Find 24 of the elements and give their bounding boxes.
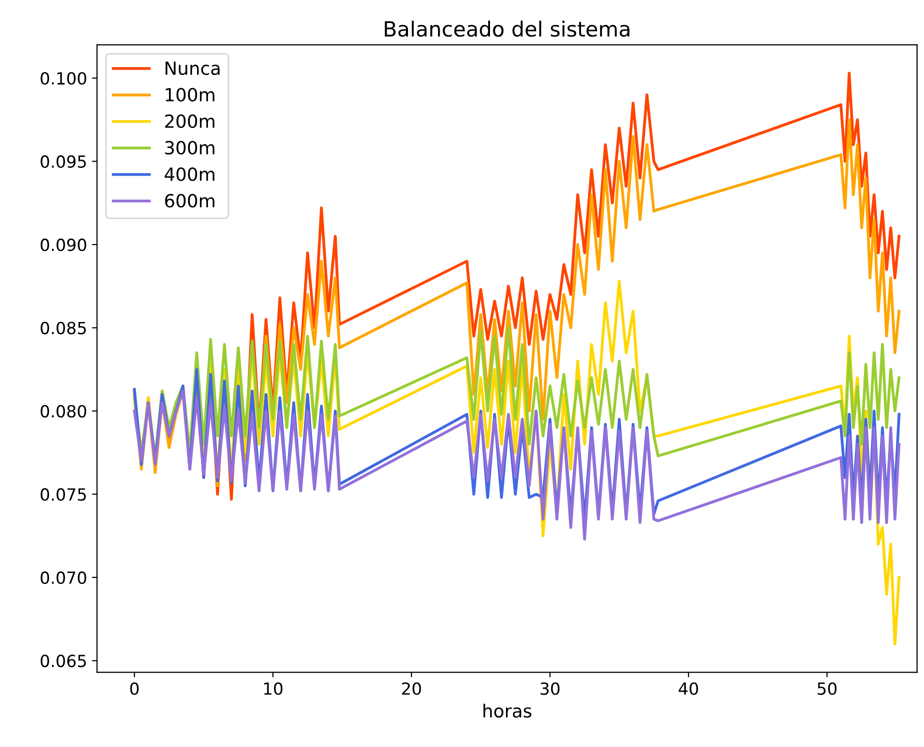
y-tick-label: 0.070: [40, 571, 86, 584]
x-tick-label: 50: [818, 682, 837, 695]
legend-label: 400m: [164, 167, 214, 182]
x-tick-label: 40: [678, 682, 698, 695]
x-tick-label: 30: [540, 682, 560, 695]
legend-label: Nunca: [166, 62, 220, 76]
legend-label: 100m: [166, 88, 214, 102]
x-tick-label: 20: [402, 682, 421, 695]
y-tick-label: 0.085: [40, 322, 86, 334]
y-tick-label: 0.065: [40, 654, 86, 668]
line-series: [133, 326, 900, 459]
y-tick-label: 0.090: [40, 238, 86, 252]
legend-label: 300m: [165, 140, 214, 155]
y-tick-label: 0.080: [40, 404, 86, 418]
line-series: [133, 390, 900, 541]
legend-label: 600m: [165, 194, 214, 208]
y-tick-label: 0.075: [40, 488, 86, 501]
x-tick-label: 0: [130, 682, 139, 695]
chart-title: Balanceado del sistema: [384, 20, 630, 37]
y-tick-label: 0.100: [40, 72, 86, 85]
y-tick-label: 0.095: [40, 155, 86, 168]
x-tick-label: 10: [264, 682, 282, 695]
legend-label: 200m: [165, 114, 214, 128]
x-axis-title: horas: [483, 704, 532, 718]
